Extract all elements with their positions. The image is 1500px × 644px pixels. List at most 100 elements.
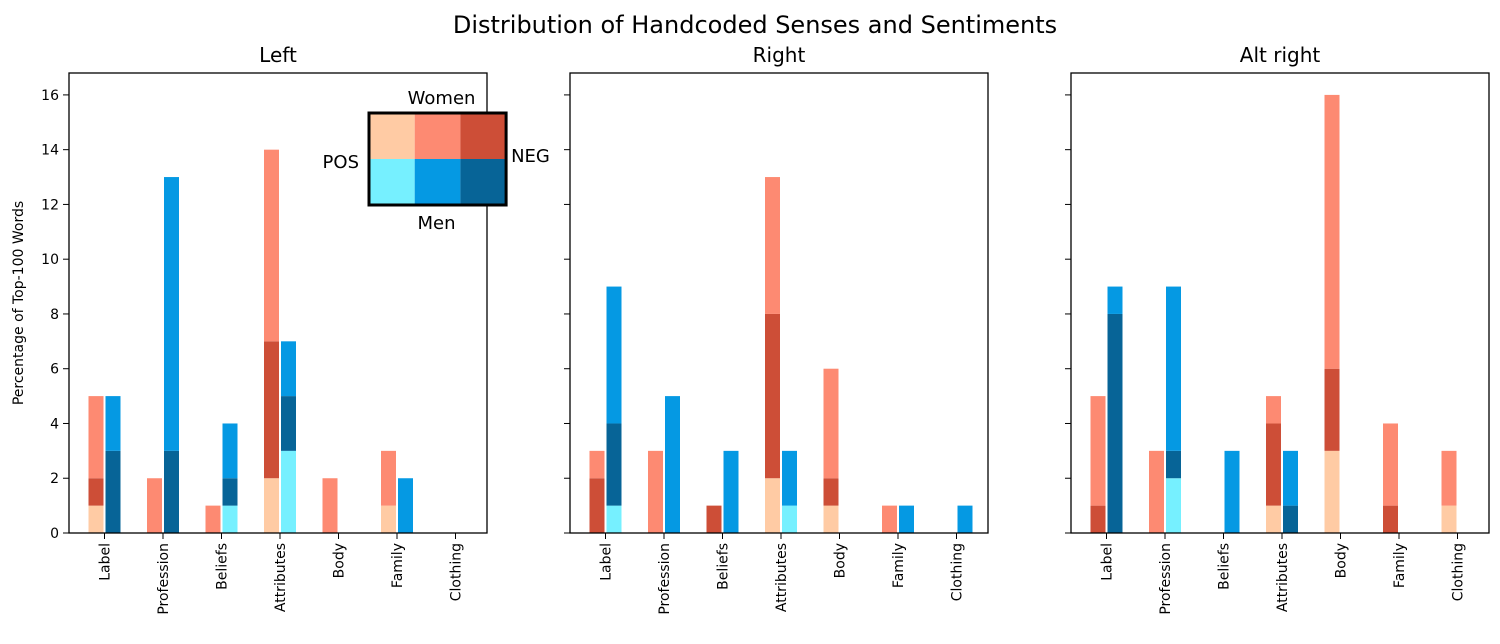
- bar-women-neg-attributes: [765, 313, 780, 479]
- bar-women-neu-profession: [147, 478, 162, 533]
- bar-men-neg-label: [1107, 313, 1123, 533]
- bar-men-neu-label: [105, 396, 121, 451]
- bar-women-neg-label: [88, 478, 104, 506]
- y-axis-label: Percentage of Top-100 Words: [11, 201, 27, 405]
- bar-women-neg-body: [1324, 368, 1340, 451]
- bar-men-pos-attributes: [782, 505, 797, 533]
- legend-swatch-women-pos: [369, 113, 415, 159]
- panel-title: Left: [259, 43, 297, 67]
- panel-title: Right: [753, 43, 806, 67]
- bar-women-neu-clothing: [1441, 450, 1457, 506]
- bar-men-pos-attributes: [281, 450, 296, 533]
- bar-women-neg-family: [1383, 505, 1398, 533]
- x-tick-label: Family: [891, 543, 907, 588]
- bars: [1090, 94, 1457, 533]
- x-tick-label: Body: [1334, 543, 1350, 578]
- bar-men-neu-label: [606, 286, 622, 424]
- bar-men-pos-label: [606, 505, 622, 533]
- bar-women-neg-attributes: [264, 341, 279, 479]
- y-tick-label: 4: [50, 416, 59, 432]
- bar-women-neu-family: [381, 450, 396, 506]
- x-tick-label: Clothing: [1451, 543, 1467, 601]
- y-axis: [564, 94, 570, 534]
- bars: [589, 177, 973, 533]
- bar-women-pos-label: [88, 505, 104, 533]
- legend-swatch-women-neu: [414, 113, 461, 159]
- legend-swatch-women-neg: [460, 113, 507, 159]
- legend-label-left: POS: [323, 152, 359, 173]
- bar-women-pos-family: [381, 505, 396, 533]
- bars: [88, 149, 413, 533]
- plot-frame: [569, 72, 989, 534]
- bar-women-neu-label: [88, 396, 104, 479]
- bar-women-pos-attributes: [264, 478, 279, 533]
- x-tick-label: Attributes: [1275, 543, 1291, 612]
- legend-label-bottom: Men: [418, 213, 456, 234]
- bar-men-neu-beliefs: [222, 423, 238, 479]
- bar-men-neu-family: [899, 505, 914, 533]
- legend-swatch-men-pos: [369, 159, 415, 205]
- x-tick-label: Attributes: [273, 543, 289, 612]
- bar-men-neg-profession: [1166, 450, 1181, 479]
- y-tick-label: 2: [50, 471, 59, 487]
- bar-women-neu-label: [1090, 396, 1106, 506]
- x-tick-label: Body: [332, 543, 348, 578]
- bar-women-neu-beliefs: [205, 505, 221, 533]
- x-axis: Label Profession Beliefs Attributes Body Fami…: [1100, 533, 1467, 615]
- x-tick-label: Profession: [657, 543, 673, 615]
- panel-title: Alt right: [1240, 43, 1321, 67]
- x-tick-label: Profession: [1158, 543, 1174, 615]
- x-tick-label: Beliefs: [716, 543, 732, 590]
- bar-men-neu-attributes: [1283, 450, 1298, 506]
- bar-women-pos-body: [1324, 450, 1340, 533]
- x-tick-label: Beliefs: [1217, 543, 1233, 590]
- bar-men-neu-profession: [665, 396, 680, 533]
- plot-frame: [1070, 72, 1490, 534]
- x-tick-label: Body: [833, 543, 849, 578]
- legend-swatch-men-neu: [414, 159, 461, 205]
- plot-frame: [68, 72, 488, 534]
- x-tick-label: Clothing: [449, 543, 465, 601]
- y-tick-label: 6: [50, 362, 59, 378]
- bar-women-neg-beliefs: [706, 505, 722, 533]
- bar-women-neu-body: [322, 478, 338, 533]
- x-tick-label: Label: [98, 543, 114, 581]
- y-tick-label: 10: [41, 252, 59, 268]
- bar-men-neu-clothing: [957, 505, 973, 533]
- bar-women-neu-body: [1324, 94, 1340, 369]
- bar-men-neg-beliefs: [222, 478, 238, 506]
- legend-label-right: NEG: [511, 146, 550, 167]
- bar-women-neu-family: [1383, 423, 1398, 506]
- chart-title: Distribution of Handcoded Senses and Sen…: [453, 11, 1057, 39]
- bar-men-neg-label: [606, 423, 622, 506]
- x-tick-label: Clothing: [950, 543, 966, 601]
- x-tick-label: Beliefs: [215, 543, 231, 590]
- bar-men-neu-profession: [164, 177, 179, 451]
- bar-women-neu-family: [882, 505, 897, 533]
- x-tick-label: Family: [390, 543, 406, 588]
- bar-men-neg-attributes: [281, 396, 296, 451]
- y-axis: 0 2 4 6 8 10 12 14 16: [41, 88, 69, 542]
- bar-men-pos-profession: [1166, 478, 1181, 533]
- y-tick-label: 8: [50, 307, 59, 323]
- legend-swatch-men-neg: [460, 159, 507, 205]
- x-tick-label: Attributes: [774, 543, 790, 612]
- bar-men-neg-attributes: [1283, 505, 1298, 533]
- bar-men-pos-beliefs: [222, 505, 238, 533]
- bar-women-neu-profession: [648, 450, 663, 533]
- bar-women-neu-attributes: [264, 149, 279, 342]
- x-tick-label: Label: [1100, 543, 1116, 581]
- panel-1: Left 0 2 4 6 8 10 12 14 16 Label Profession Beliefs A…: [41, 43, 488, 615]
- y-tick-label: 0: [50, 526, 59, 542]
- panel-3: Alt right Label Profession Beliefs Attribute…: [1065, 43, 1490, 615]
- bar-women-neg-body: [823, 478, 839, 506]
- y-tick-label: 12: [41, 197, 59, 213]
- bar-men-neg-profession: [164, 450, 179, 533]
- bar-women-neg-label: [589, 478, 605, 533]
- bar-men-neu-profession: [1166, 286, 1181, 451]
- bar-men-neu-attributes: [281, 341, 296, 397]
- bar-women-pos-attributes: [1266, 505, 1281, 533]
- bar-women-pos-body: [823, 505, 839, 533]
